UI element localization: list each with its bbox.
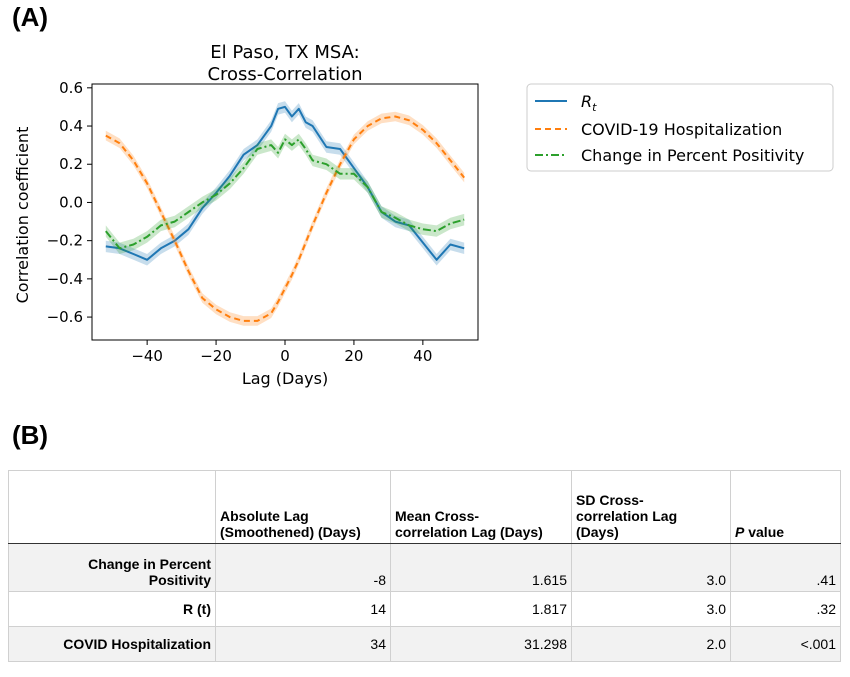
row-label-rt: R (t) bbox=[8, 591, 216, 627]
cell-sd-lag: 3.0 bbox=[571, 543, 731, 592]
results-table: Absolute Lag (Smoothened) (Days) Mean Cro… bbox=[8, 470, 841, 662]
legend-pos-label: Change in Percent Positivity bbox=[581, 146, 804, 165]
x-axis-label: Lag (Days) bbox=[242, 369, 328, 388]
table-row: Change in Percent Positivity -8 1.615 3.0… bbox=[8, 543, 841, 592]
y-tick-label: −0.2 bbox=[47, 232, 83, 250]
cell-p-value: .41 bbox=[730, 543, 841, 592]
cell-abs-lag: 14 bbox=[215, 591, 391, 627]
table-header-row: Absolute Lag (Smoothened) (Days) Mean Cro… bbox=[8, 470, 841, 544]
row-label-covid-hospitalization: COVID Hospitalization bbox=[8, 626, 216, 662]
y-tick-label: −0.6 bbox=[47, 308, 83, 326]
y-tick-label: 0.2 bbox=[59, 155, 83, 173]
header-sd-l3: (Days) bbox=[576, 524, 619, 540]
x-tick-label: 20 bbox=[344, 347, 363, 365]
table-header-absolute-lag: Absolute Lag (Smoothened) (Days) bbox=[215, 470, 391, 544]
cell-mean-lag: 1.817 bbox=[390, 591, 572, 627]
y-tick-label: 0.4 bbox=[59, 117, 83, 135]
row1-label-l1: Change in Percent bbox=[88, 556, 211, 572]
header-sd-l2: correlation Lag bbox=[576, 508, 678, 524]
cell-mean-lag: 31.298 bbox=[390, 626, 572, 662]
cell-abs-lag: 34 bbox=[215, 626, 391, 662]
cell-sd-lag: 3.0 bbox=[571, 591, 731, 627]
row-label-percent-positivity: Change in Percent Positivity bbox=[8, 543, 216, 592]
legend-rt-subscript: t bbox=[592, 101, 597, 114]
legend: Rt COVID-19 Hospitalization Change in Pe… bbox=[526, 83, 834, 172]
header-abs-lag-l1: Absolute Lag bbox=[220, 508, 309, 524]
x-tick-label: −20 bbox=[200, 347, 232, 365]
header-p-rest: value bbox=[744, 524, 785, 540]
table-row: R (t) 14 1.817 3.0 .32 bbox=[8, 591, 841, 627]
legend-rt-label: Rt bbox=[581, 92, 597, 114]
cross-correlation-chart: −40 −20 0 20 40 −0.6 −0.4 −0.2 0.0 0.2 0.4 0.6 El P… bbox=[13, 42, 834, 388]
chart-axes: −40 −20 0 20 40 −0.6 −0.4 −0.2 0.0 0.2 0.4 0.6 bbox=[47, 79, 479, 365]
panel-b-label: (B) bbox=[12, 420, 49, 450]
header-mean-l1: Mean Cross- bbox=[395, 508, 480, 524]
chart-title-line2: Cross-Correlation bbox=[207, 64, 362, 85]
x-tick-label: 40 bbox=[413, 347, 432, 365]
table-header-sd-lag: SD Cross-correlation Lag (Days) bbox=[571, 470, 731, 544]
plot-area bbox=[105, 101, 465, 326]
x-tick-label: 0 bbox=[280, 347, 290, 365]
table-header-mean-lag: Mean Cross-correlation Lag (Days) bbox=[390, 470, 572, 544]
header-p-italic: P bbox=[735, 524, 745, 540]
series-line-covid-19-hospitalization bbox=[105, 115, 465, 322]
y-tick-label: 0.6 bbox=[59, 79, 83, 97]
table-header-p-value: P value bbox=[730, 470, 841, 544]
row1-label-l2: Positivity bbox=[148, 572, 211, 588]
cell-p-value: .32 bbox=[730, 591, 841, 627]
y-axis-label: Correlation coefficient bbox=[13, 127, 32, 304]
header-mean-l2: correlation Lag (Days) bbox=[395, 524, 543, 540]
band-change-in-percent-positivity bbox=[105, 133, 465, 254]
table-row: COVID Hospitalization 34 31.298 2.0 <.00… bbox=[8, 626, 841, 662]
cell-sd-lag: 2.0 bbox=[571, 626, 731, 662]
band-covid-19-hospitalization bbox=[105, 111, 465, 326]
y-tick-label: −0.4 bbox=[47, 270, 83, 288]
legend-box bbox=[526, 83, 834, 172]
table-header-blank bbox=[8, 470, 216, 544]
chart-title-line1: El Paso, TX MSA: bbox=[210, 42, 359, 63]
header-abs-lag-l2: (Smoothened) (Days) bbox=[220, 524, 361, 540]
panel-a-label: (A) bbox=[12, 2, 49, 32]
x-tick-label: −40 bbox=[131, 347, 163, 365]
series-line-r-t bbox=[105, 105, 465, 261]
header-sd-l1: SD Cross- bbox=[576, 492, 644, 508]
series-line-change-in-percent-positivity bbox=[105, 138, 465, 250]
cell-p-value: <.001 bbox=[730, 626, 841, 662]
legend-rt-main: R bbox=[581, 92, 592, 111]
legend-hosp-label: COVID-19 Hospitalization bbox=[581, 120, 782, 139]
y-tick-label: 0.0 bbox=[59, 193, 83, 211]
plot-frame bbox=[91, 83, 479, 341]
cell-abs-lag: -8 bbox=[215, 543, 391, 592]
cell-mean-lag: 1.615 bbox=[390, 543, 572, 592]
